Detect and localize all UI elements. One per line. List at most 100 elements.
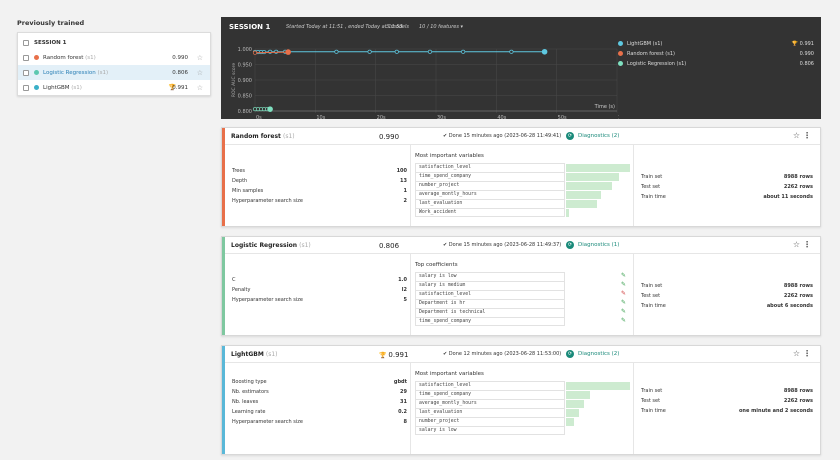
star-icon[interactable]: ☆: [196, 68, 203, 77]
variable-row: last_evaluation: [415, 408, 565, 417]
variables-title: Most important variables: [415, 371, 484, 377]
session-checkbox[interactable]: [23, 39, 29, 46]
check-icon: ✔: [443, 133, 449, 139]
variable-row: time_spend_company: [415, 317, 565, 326]
session-tag: (s1): [85, 54, 96, 61]
param-label: Nb. leaves: [232, 399, 259, 405]
y-tick-label: 1.000: [238, 47, 252, 53]
star-icon[interactable]: ☆: [792, 240, 800, 249]
variable-row: number_project: [415, 181, 565, 190]
session-panel: SESSION 1 Started Today at 11:51 , ended…: [221, 17, 821, 119]
param-value: 0.2: [398, 409, 407, 415]
star-icon[interactable]: ☆: [196, 83, 203, 92]
model-name[interactable]: LightGBM (s1): [43, 85, 82, 91]
stat-value: 8988 rows: [783, 174, 813, 180]
legend-score: 0.806: [799, 60, 814, 67]
model-checkbox[interactable]: [23, 54, 29, 61]
model-checkbox[interactable]: [23, 69, 29, 76]
importance-bar: [566, 181, 613, 190]
diagnostics-icon: ⟳: [566, 241, 574, 249]
divider: [410, 254, 411, 335]
session-row[interactable]: SESSION 1: [18, 35, 210, 50]
session-tag: (s1): [71, 84, 82, 91]
data-point: [334, 49, 339, 54]
param-label: Min samples: [232, 188, 264, 194]
session-tag: (s1): [283, 133, 295, 140]
card-model-name[interactable]: Random forest (s1): [231, 133, 295, 140]
card-header: LightGBM (s1) 🏆 0.991 ✔ Done 12 minutes ag…: [225, 346, 820, 363]
star-icon[interactable]: ☆: [792, 349, 800, 358]
more-menu-icon[interactable]: ⋮: [803, 349, 811, 358]
card-score-value: 0.990: [379, 133, 400, 141]
card-model-name[interactable]: LightGBM (s1): [231, 351, 278, 358]
model-color-stripe: [222, 237, 225, 335]
variable-row: number_project: [415, 417, 565, 426]
model-name[interactable]: Logistic Regression (s1): [43, 70, 108, 76]
model-row[interactable]: Logistic Regression (s1) 0.806 ☆: [18, 65, 210, 80]
train-stat-row: Train time one minute and 2 seconds: [641, 408, 813, 416]
stat-value: 2262 rows: [783, 293, 813, 299]
importance-bar: [566, 190, 602, 199]
param-value: 31: [400, 399, 407, 405]
card-model-name[interactable]: Logistic Regression (s1): [231, 242, 311, 249]
diagnostics-link[interactable]: ⟳ Diagnostics (1): [566, 241, 619, 249]
param-label: Hyperparameter search size: [232, 297, 303, 303]
legend-value: 0.990: [800, 51, 814, 57]
param-value: 8: [403, 419, 407, 425]
card-header: Random forest (s1) 0.990 ✔ Done 15 minutes…: [225, 128, 820, 145]
divider: [633, 254, 634, 335]
variable-row: last_evaluation: [415, 199, 565, 208]
importance-bar: [566, 208, 569, 217]
data-point: [394, 49, 399, 54]
star-icon[interactable]: ☆: [196, 53, 203, 62]
features-dropdown[interactable]: 10 / 10 features ▾: [419, 24, 463, 30]
stat-label: Train set: [641, 388, 663, 394]
x-tick-label: 10s: [316, 115, 325, 119]
done-text: Done 12 minutes ago (2023-06-28 11:53:00…: [448, 351, 562, 357]
legend-item[interactable]: Logistic Regression (s1) 0.806: [618, 59, 818, 68]
x-tick-label: 1:00: [618, 115, 619, 119]
importance-bar: [566, 390, 591, 399]
param-label: Penalty: [232, 287, 251, 293]
legend-label: LightGBM (s1): [627, 40, 663, 47]
previously-trained-title: Previously trained: [17, 19, 85, 27]
x-tick-label: 30s: [437, 115, 446, 119]
legend-item[interactable]: LightGBM (s1) 🏆 0.991: [618, 39, 818, 48]
stat-label: Train set: [641, 174, 663, 180]
variable-row: satisfaction_level: [415, 381, 565, 390]
more-menu-icon[interactable]: ⋮: [803, 240, 811, 249]
more-menu-icon[interactable]: ⋮: [803, 131, 811, 140]
data-point: [509, 49, 514, 54]
param-label: Hyperparameter search size: [232, 198, 303, 204]
param-label: C: [232, 277, 236, 283]
importance-bar: [566, 408, 579, 417]
negative-coefficient-icon: ✎: [621, 290, 627, 297]
model-name[interactable]: Random forest (s1): [43, 55, 96, 61]
x-tick-label: 0s: [256, 115, 262, 119]
model-color-dot: [34, 70, 39, 75]
param-row: Learning rate 0.2: [232, 409, 407, 417]
divider: [410, 145, 411, 226]
diagnostics-link[interactable]: ⟳ Diagnostics (2): [566, 132, 619, 140]
param-value: 2: [403, 198, 407, 204]
done-text: Done 15 minutes ago (2023-06-28 11:49:41…: [448, 133, 562, 139]
model-color-dot: [34, 85, 39, 90]
y-axis-label: ROC AUC score: [231, 63, 237, 98]
data-point: [427, 49, 433, 54]
model-card: LightGBM (s1) 🏆 0.991 ✔ Done 12 minutes ag…: [221, 345, 821, 455]
divider: [410, 363, 411, 454]
model-row[interactable]: Random forest (s1) 0.990 ☆: [18, 50, 210, 65]
star-icon[interactable]: ☆: [792, 131, 800, 140]
variable-row: satisfaction_level: [415, 290, 565, 299]
legend-item[interactable]: Random forest (s1) 0.990: [618, 49, 818, 58]
data-point: [367, 49, 372, 54]
diagnostics-link[interactable]: ⟳ Diagnostics (2): [566, 350, 619, 358]
x-tick-label: 50s: [558, 115, 567, 119]
model-row[interactable]: LightGBM (s1) 🏆 0.991 ☆: [18, 80, 210, 95]
stat-value: about 11 seconds: [763, 194, 813, 200]
card-done-status: ✔ Done 15 minutes ago (2023-06-28 11:49:…: [443, 242, 561, 248]
stat-value: 8988 rows: [783, 388, 813, 394]
model-checkbox[interactable]: [23, 84, 29, 91]
stat-label: Test set: [641, 293, 661, 299]
legend-label: Random forest (s1): [627, 50, 675, 57]
